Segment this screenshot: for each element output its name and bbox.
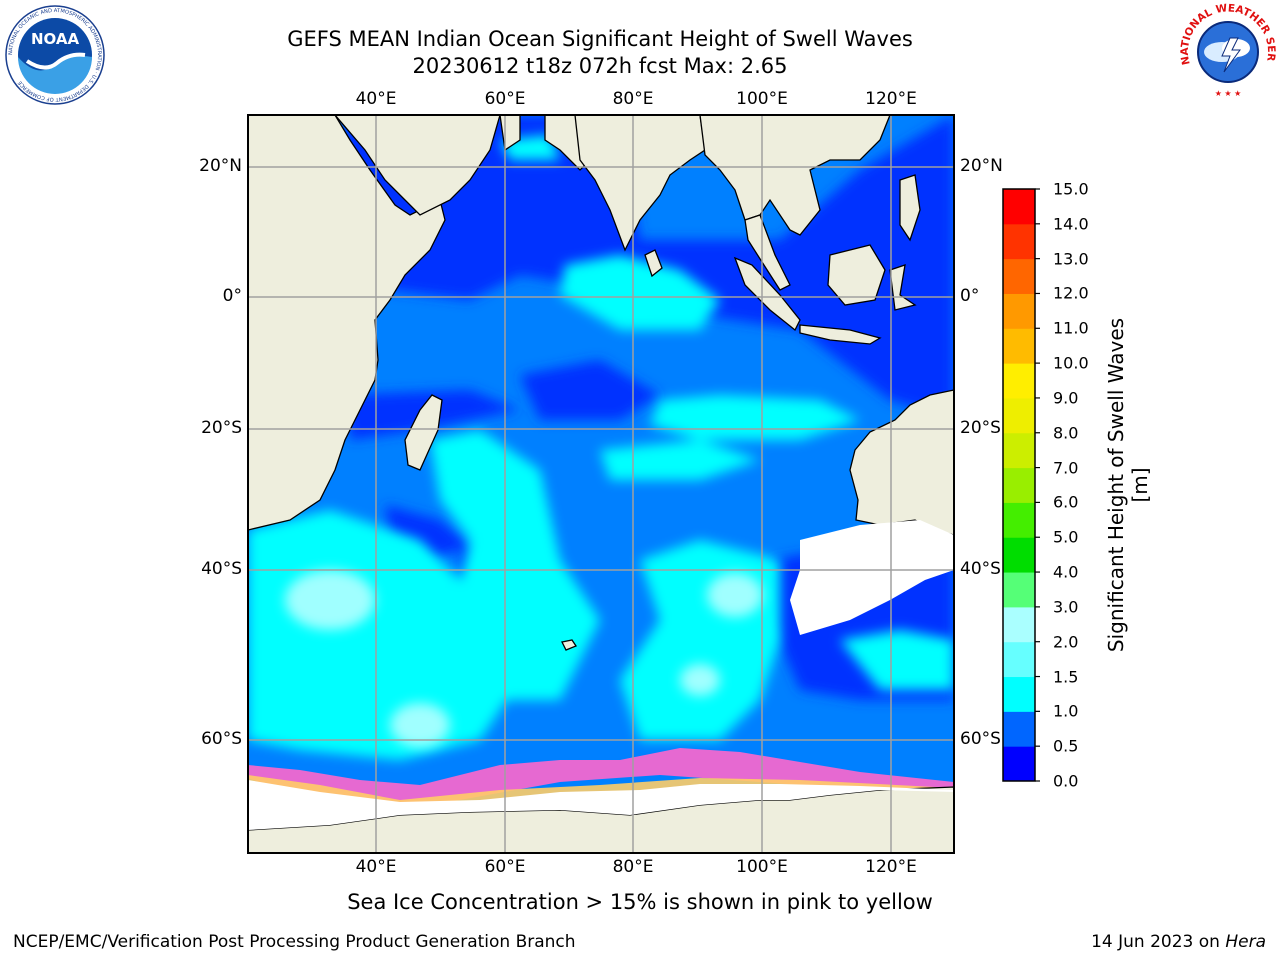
footer-date: 14 Jun 2023 on [1091,932,1226,952]
colorbar-tick-label: 13.0 [1053,249,1089,269]
svg-text:★ ★ ★: ★ ★ ★ [1215,89,1242,98]
colorbar-label: Significant Height of Swell Waves [m] [1104,317,1152,653]
colorbar-frame [1002,188,1036,782]
y-tick-left-0: 0° [222,286,242,306]
land-kerguelen [561,639,577,651]
x-tick-bottom-40e: 40°E [355,857,397,877]
graticule [248,115,954,853]
colorbar-cell [1003,572,1035,608]
colorbar-cell [1003,537,1035,573]
colorbar-tick-label: 1.0 [1053,701,1079,721]
chart-subtitle: 20230612 t18z 072h fcst Max: 2.65 [412,54,788,78]
y-tick-right-20s: 20°S [960,418,1001,438]
colorbar-tick-label: 15.0 [1053,179,1089,199]
colorbar-tick-label: 3.0 [1053,597,1079,617]
colorbar-tick-label: 7.0 [1053,458,1079,478]
colorbar-cell [1003,467,1035,503]
nodata-south-australia [790,520,954,635]
nws-logo: NATIONAL WEATHER SERVICE ★ ★ ★ [1178,2,1277,100]
colorbar-tick-label: 10.0 [1053,353,1089,373]
colorbar-tick-label: 9.0 [1053,388,1079,408]
land-sri-lanka [644,249,663,278]
colorbar-tick-label: 4.0 [1053,562,1079,582]
noaa-logo: NATIONAL OCEANIC AND ATMOSPHERIC ADMINIS… [5,5,105,105]
peak-swell-regions [285,570,763,747]
land-indochina [699,115,891,236]
footer-host: Hera [1225,932,1266,952]
colorbar [1002,188,1040,782]
land-borneo [827,244,886,306]
colorbar-cells [1003,189,1035,782]
colorbar-cell [1003,293,1035,329]
colorbar-tick-label: 12.0 [1053,283,1089,303]
footer-right: 14 Jun 2023 on Hera [1091,932,1266,952]
x-tick-top-80e: 80°E [612,89,654,109]
x-tick-bottom-120e: 120°E [865,857,917,877]
x-tick-top-40e: 40°E [355,89,397,109]
y-tick-left-60s: 60°S [201,729,242,749]
y-tick-right-40s: 40°S [960,559,1001,579]
sea-ice-band [248,748,954,812]
antarctic-ice-shelf [248,780,954,830]
x-tick-top-100e: 100°E [736,89,788,109]
colorbar-cell [1003,328,1035,364]
noaa-logo-text: NOAA [31,30,80,48]
x-tick-bottom-100e: 100°E [736,857,788,877]
colorbar-cell [1003,397,1035,434]
colorbar-cell [1003,223,1035,260]
y-tick-right-20n: 20°N [960,156,1003,176]
colorbar-cell [1003,363,1035,399]
y-tick-right-0: 0° [960,286,980,306]
colorbar-cell [1003,606,1035,643]
colorbar-cell [1003,641,1035,678]
land-madagascar [404,394,443,471]
colorbar-tick-label: 14.0 [1053,214,1089,234]
y-tick-left-20n: 20°N [199,156,242,176]
colorbar-cell [1003,189,1035,225]
land-sumatra [733,256,801,332]
colorbar-tick-label: 5.0 [1053,527,1079,547]
x-tick-top-60e: 60°E [484,89,526,109]
colorbar-cell [1003,746,1035,782]
land-java [799,324,882,345]
colorbar-cell [1003,432,1035,469]
land-sulawesi [889,264,917,311]
x-tick-bottom-80e: 80°E [612,857,654,877]
colorbar-cell [1003,502,1035,538]
y-tick-right-60s: 60°S [960,729,1001,749]
land-philippines [899,174,921,242]
colorbar-tick-label: 11.0 [1053,318,1089,338]
colorbar-cell [1003,711,1035,747]
colorbar-tick-label: 0.5 [1053,736,1079,756]
colorbar-tick-label: 1.5 [1053,667,1079,687]
x-tick-bottom-60e: 60°E [484,857,526,877]
colorbar-tick-marks [1035,188,1040,782]
x-tick-top-120e: 120°E [865,89,917,109]
colorbar-tick-label: 0.0 [1053,771,1079,791]
colorbar-cell [1003,258,1035,294]
colorbar-tick-label: 2.0 [1053,632,1079,652]
y-tick-left-40s: 40°S [201,559,242,579]
colorbar-tick-label: 8.0 [1053,423,1079,443]
chart-title: GEFS MEAN Indian Ocean Significant Heigh… [287,27,913,51]
colorbar-cell [1003,676,1035,712]
colorbar-tick-label: 6.0 [1053,492,1079,512]
sea-ice-caption: Sea Ice Concentration > 15% is shown in … [347,890,933,914]
land-africa [248,115,446,531]
footer-left: NCEP/EMC/Verification Post Processing Pr… [13,932,576,952]
y-tick-left-20s: 20°S [201,418,242,438]
map-frame [247,114,955,854]
